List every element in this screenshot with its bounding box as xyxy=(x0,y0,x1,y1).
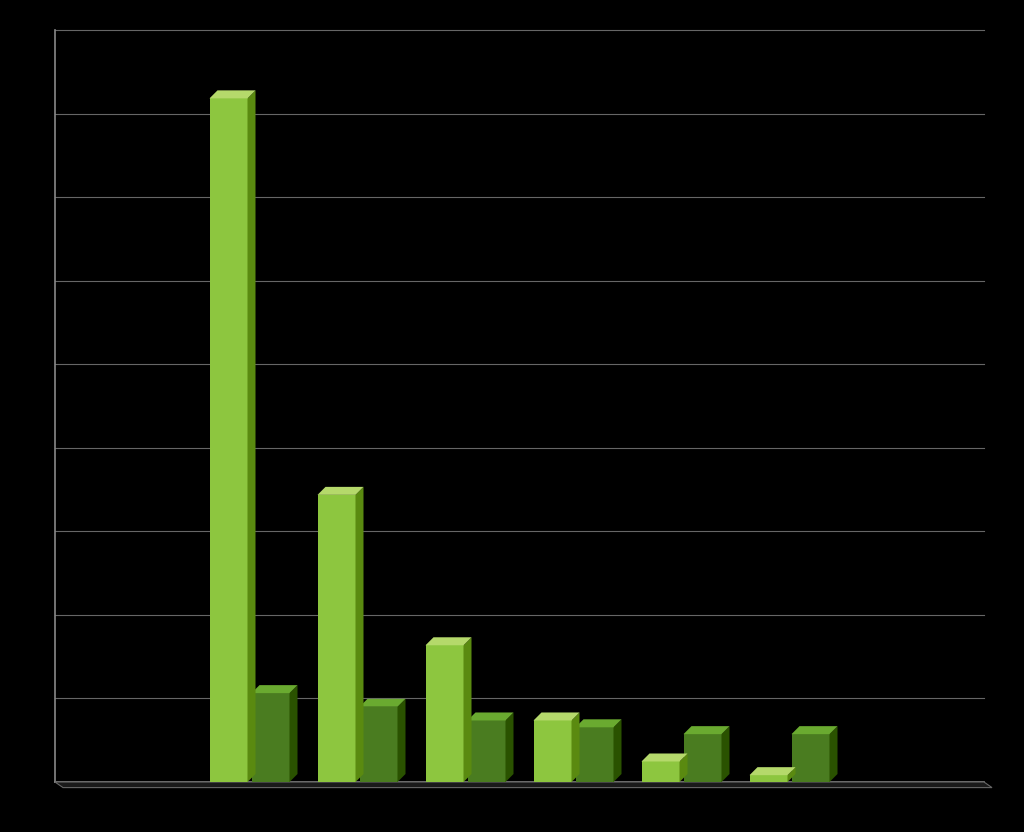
Polygon shape xyxy=(248,91,256,782)
Polygon shape xyxy=(722,726,729,782)
Polygon shape xyxy=(534,721,571,782)
Polygon shape xyxy=(792,726,838,734)
Polygon shape xyxy=(317,495,355,782)
Polygon shape xyxy=(464,637,471,782)
Polygon shape xyxy=(397,699,406,782)
Polygon shape xyxy=(55,782,992,788)
Polygon shape xyxy=(787,767,796,782)
Polygon shape xyxy=(468,721,506,782)
Polygon shape xyxy=(641,754,687,761)
Polygon shape xyxy=(359,707,397,782)
Polygon shape xyxy=(359,699,406,707)
Polygon shape xyxy=(575,720,622,727)
Polygon shape xyxy=(426,637,471,646)
Polygon shape xyxy=(683,726,729,734)
Polygon shape xyxy=(641,761,680,782)
Polygon shape xyxy=(317,487,364,495)
Polygon shape xyxy=(426,646,464,782)
Polygon shape xyxy=(355,487,364,782)
Polygon shape xyxy=(829,726,838,782)
Polygon shape xyxy=(506,712,513,782)
Polygon shape xyxy=(750,767,796,775)
Polygon shape xyxy=(571,712,580,782)
Polygon shape xyxy=(290,685,298,782)
Polygon shape xyxy=(613,720,622,782)
Polygon shape xyxy=(210,91,256,98)
Polygon shape xyxy=(683,734,722,782)
Polygon shape xyxy=(575,727,613,782)
Polygon shape xyxy=(792,734,829,782)
Polygon shape xyxy=(468,712,513,721)
Polygon shape xyxy=(750,775,787,782)
Polygon shape xyxy=(252,685,298,693)
Polygon shape xyxy=(534,712,580,721)
Polygon shape xyxy=(680,754,687,782)
Polygon shape xyxy=(252,693,290,782)
Polygon shape xyxy=(210,98,248,782)
